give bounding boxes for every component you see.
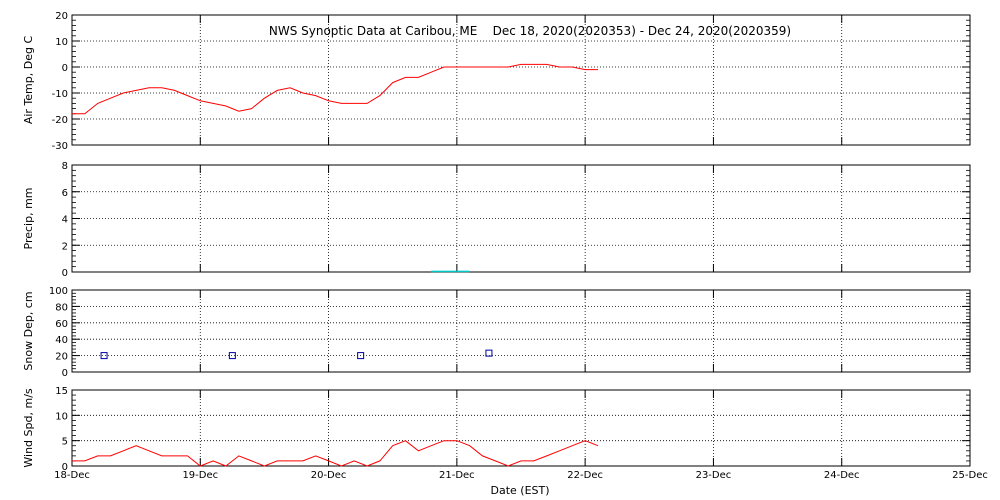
air-temp-ylabel: Air Temp, Deg C [22, 36, 35, 125]
x-tick-label: 22-Dec [567, 470, 603, 481]
x-tick-label: 19-Dec [182, 470, 218, 481]
air-temp-ytick-label: 10 [55, 37, 68, 48]
precip-bar [444, 270, 457, 273]
precip-bar [431, 270, 445, 273]
precip-ytick-label: 4 [62, 215, 68, 226]
x-axis-title: Date (EST) [490, 484, 549, 497]
x-tick-label: 20-Dec [311, 470, 347, 481]
precip-ytick-label: 0 [62, 268, 68, 279]
wind-speed-ylabel: Wind Spd, m/s [22, 388, 35, 468]
x-tick-label: 24-Dec [824, 470, 860, 481]
snow-depth-point [228, 352, 236, 360]
precip-bar [456, 270, 470, 273]
snow-depth-point [485, 349, 493, 357]
snow-depth-frame [71, 289, 971, 373]
snow-depth-ytick-label: 80 [55, 302, 68, 313]
snow-depth-ytick-label: 20 [55, 352, 68, 363]
x-tick-label: 25-Dec [952, 470, 988, 481]
precip-ytick-label: 2 [62, 241, 68, 252]
snow-depth-point [100, 352, 108, 360]
air-temp-ytick-label: -10 [52, 89, 68, 100]
snow-depth-ytick-label: 60 [55, 319, 68, 330]
air-temp-frame [71, 14, 971, 146]
wind-speed-ytick-label: 0 [62, 462, 68, 473]
precip-ytick-label: 6 [62, 188, 68, 199]
wind-speed-series-line [72, 440, 599, 467]
x-tick-label: 23-Dec [696, 470, 732, 481]
wind-speed-frame [71, 389, 971, 467]
x-tick-label: 18-Dec [54, 470, 90, 481]
wind-speed-ytick-label: 5 [62, 437, 68, 448]
precip-ylabel: Precip, mm [22, 188, 35, 250]
wind-speed-ytick-label: 10 [55, 411, 68, 422]
snow-depth-ytick-label: 40 [55, 335, 68, 346]
x-tick-label: 21-Dec [439, 470, 475, 481]
snow-depth-ytick-label: 100 [49, 286, 68, 297]
air-temp-ytick-label: -30 [52, 141, 68, 152]
chart-title: NWS Synoptic Data at Caribou, ME Dec 18,… [269, 24, 791, 38]
wind-speed-ytick-label: 15 [55, 386, 68, 397]
precip-frame [71, 164, 971, 273]
air-temp-ytick-label: 0 [62, 63, 68, 74]
snow-depth-ylabel: Snow Dep, cm [22, 291, 35, 370]
air-temp-ytick-label: -20 [52, 115, 68, 126]
snow-depth-ytick-label: 0 [62, 368, 68, 379]
snow-depth-point [357, 352, 365, 360]
precip-ytick-label: 8 [62, 161, 68, 172]
air-temp-series-line [72, 63, 598, 115]
air-temp-ytick-label: 20 [55, 11, 68, 22]
